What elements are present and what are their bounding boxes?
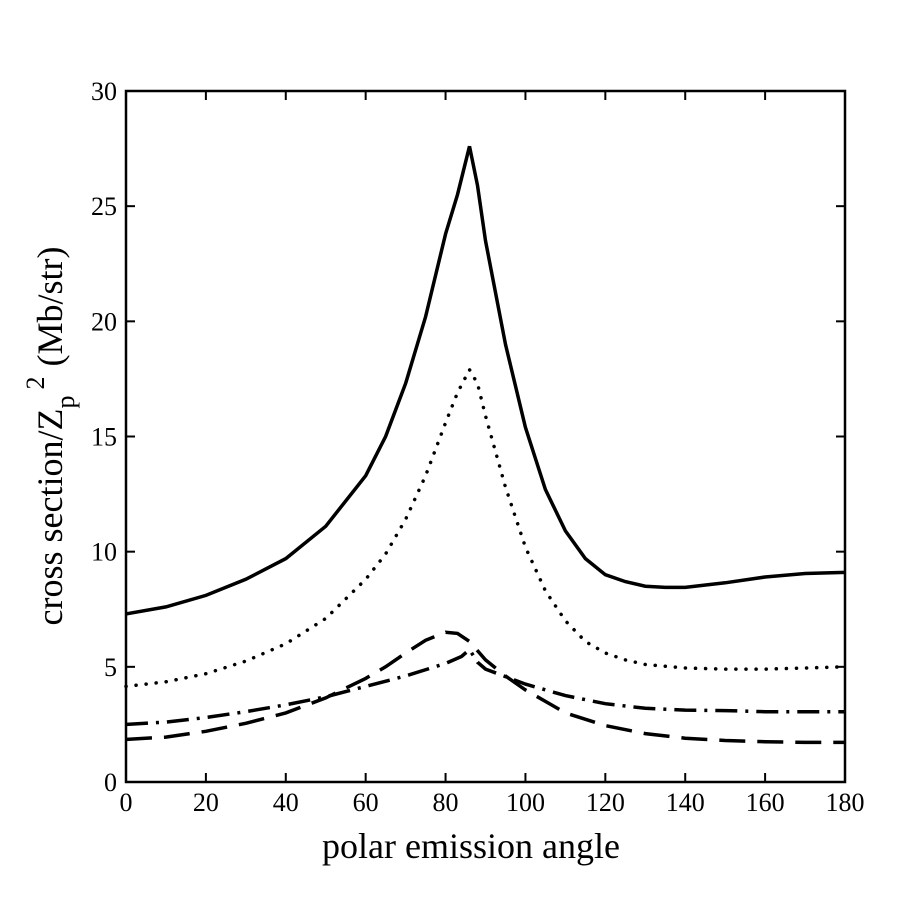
y-tick-label: 5	[104, 653, 117, 682]
series-solid-line	[125, 145, 846, 616]
ticks-layer	[125, 90, 846, 783]
x-axis-label: polar emission angle	[322, 826, 620, 866]
x-tick-label: 20	[193, 788, 219, 817]
y-tick-label: 20	[91, 307, 117, 336]
x-tick-label: 180	[826, 788, 865, 817]
y-tick-label: 25	[91, 192, 117, 221]
x-tick-label: 60	[353, 788, 379, 817]
x-tick-label: 80	[433, 788, 459, 817]
y-tick-label: 0	[104, 768, 117, 797]
x-tick-label: 40	[273, 788, 299, 817]
x-tick-label: 160	[746, 788, 785, 817]
series-dash-dot-line	[125, 646, 845, 727]
x-tick-label: 120	[586, 788, 625, 817]
series-dashed-line	[125, 630, 845, 745]
y-tick-label: 10	[91, 538, 117, 567]
y-tick-label: 30	[91, 77, 117, 106]
x-tick-label: 100	[506, 788, 545, 817]
series-layer	[124, 145, 847, 745]
y-axis-label-unit: (Mb/str)	[30, 247, 70, 367]
y-axis-label-main: cross section/Z	[30, 409, 70, 626]
y-tick-label: 15	[91, 423, 117, 452]
plot-frame	[124, 89, 847, 784]
x-tick-labels: 0 20 40 60 80 100 120 140 160 180	[120, 788, 865, 817]
y-axis-label-superscript: 2	[21, 377, 50, 390]
x-tick-label: 140	[666, 788, 705, 817]
series-dotted-line	[124, 366, 847, 689]
y-axis-label-subscript: p	[51, 396, 80, 409]
y-axis-label: cross section/Zp2 (Mb/str)	[21, 247, 80, 626]
x-tick-label: 0	[120, 788, 133, 817]
y-tick-labels: 0 5 10 15 20 25 30	[91, 77, 117, 797]
